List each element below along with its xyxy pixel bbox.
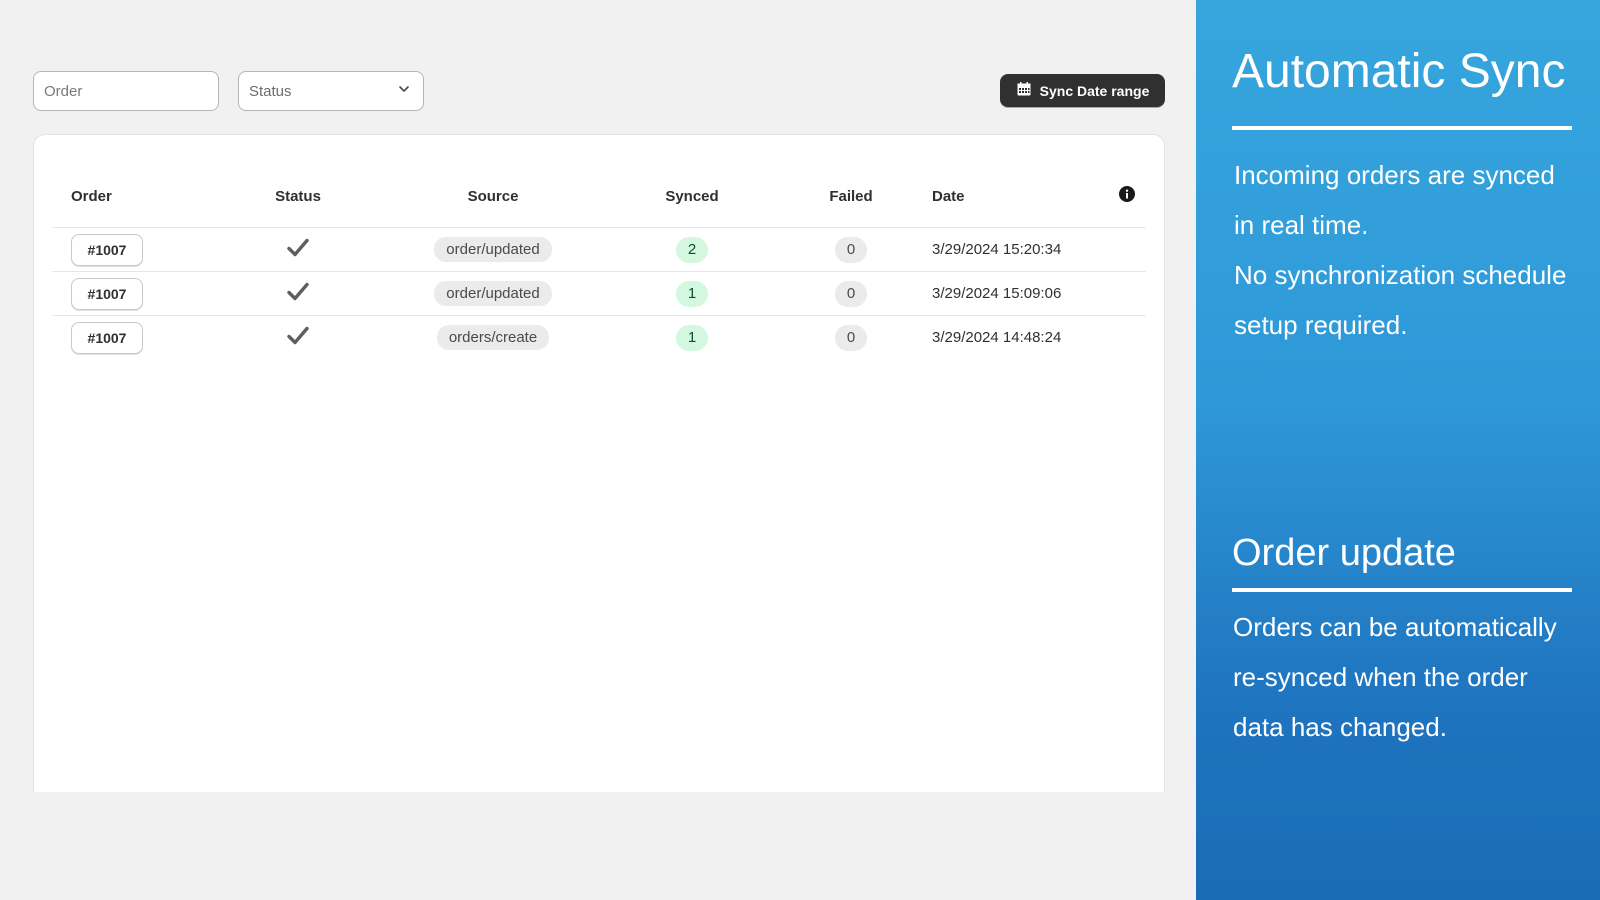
check-icon [286, 281, 310, 307]
sync-button-label: Sync Date range [1039, 82, 1150, 99]
check-icon [286, 237, 310, 263]
order-link-button[interactable]: #1007 [71, 233, 143, 266]
promo-line: data has changed. [1233, 712, 1447, 742]
promo-line: Orders can be automatically [1233, 612, 1557, 642]
promo-text-schedule: No synchronization schedule setup requir… [1234, 250, 1566, 350]
status-select-label: Status [249, 82, 292, 100]
failed-count-badge: 0 [835, 324, 867, 351]
app-area: Status Sync Date range Order Status S [33, 71, 1165, 792]
synced-count-badge: 1 [676, 280, 708, 307]
check-icon [286, 325, 310, 351]
sync-date: 3/29/2024 14:48:24 [932, 329, 1062, 346]
promo-subtitle: Order update [1232, 532, 1456, 574]
synced-count-badge: 2 [676, 236, 708, 263]
header-status: Status [275, 187, 321, 205]
promo-line: Incoming orders are synced [1234, 160, 1555, 190]
header-source: Source [467, 187, 519, 205]
status-select[interactable]: Status [238, 71, 424, 111]
synced-count-badge: 1 [676, 324, 708, 351]
promo-line: No synchronization schedule [1234, 260, 1567, 290]
table-header-row: Order Status Source Synced Failed Date [52, 165, 1146, 227]
sync-date-range-button[interactable]: Sync Date range [1000, 74, 1165, 107]
promo-line: re-synced when the order [1233, 662, 1528, 692]
source-badge: orders/create [436, 325, 550, 350]
header-synced: Synced [665, 187, 719, 205]
order-search-input[interactable] [33, 71, 219, 111]
promo-text-realtime: Incoming orders are synced in real time. [1234, 150, 1555, 250]
header-failed: Failed [829, 187, 873, 205]
promo-panel: Automatic Sync Incoming orders are synce… [1196, 0, 1600, 900]
sync-log-card: Order Status Source Synced Failed Date #… [33, 134, 1165, 792]
calendar-icon [1016, 81, 1032, 100]
header-order: Order [71, 187, 112, 205]
sync-date: 3/29/2024 15:20:34 [932, 241, 1062, 258]
order-link-button[interactable]: #1007 [71, 277, 143, 310]
promo-line: setup required. [1234, 310, 1408, 340]
promo-text-update: Orders can be automatically re-synced wh… [1233, 602, 1557, 752]
order-link-button[interactable]: #1007 [71, 321, 143, 354]
table-row: #1007 order/updated 1 0 3/29/2024 15:09:… [52, 271, 1146, 315]
header-date: Date [932, 187, 965, 205]
failed-count-badge: 0 [835, 280, 867, 307]
promo-title: Automatic Sync [1232, 45, 1566, 98]
chevron-down-icon [397, 82, 411, 101]
table-row: #1007 order/updated 2 0 3/29/2024 15:20:… [52, 227, 1146, 271]
subtitle-divider [1232, 588, 1572, 592]
sync-log-table: Order Status Source Synced Failed Date #… [52, 165, 1146, 359]
failed-count-badge: 0 [835, 236, 867, 263]
source-badge: order/updated [434, 237, 552, 262]
title-divider [1232, 126, 1572, 130]
table-row: #1007 orders/create 1 0 3/29/2024 14:48:… [52, 315, 1146, 359]
info-icon[interactable] [1107, 186, 1146, 206]
source-badge: order/updated [434, 281, 552, 306]
sync-date: 3/29/2024 15:09:06 [932, 285, 1062, 302]
promo-line: in real time. [1234, 210, 1369, 240]
